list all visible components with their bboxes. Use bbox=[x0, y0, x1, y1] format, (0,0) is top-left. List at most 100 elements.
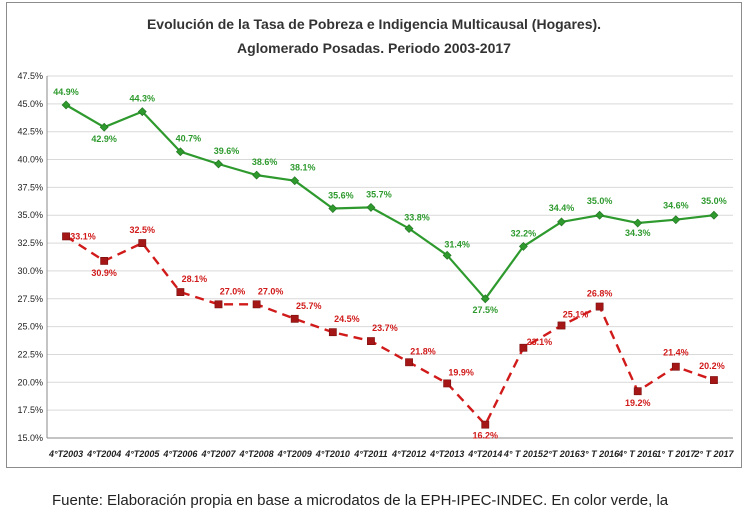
x-tick-label: 2° T 2017 bbox=[693, 449, 734, 459]
data-label-indigencia: 30.9% bbox=[91, 268, 117, 278]
data-label-indigencia: 24.5% bbox=[334, 314, 360, 324]
x-tick-label: 4°T2004 bbox=[86, 449, 121, 459]
data-point-indigencia bbox=[481, 420, 490, 429]
data-label-pobreza: 27.5% bbox=[473, 305, 499, 315]
data-label-indigencia: 21.4% bbox=[663, 348, 689, 358]
data-point-indigencia bbox=[405, 358, 413, 367]
x-tick-label: 4°T2013 bbox=[429, 449, 464, 459]
source-note: Fuente: Elaboración propia en base a mic… bbox=[52, 492, 669, 509]
data-label-indigencia: 32.5% bbox=[130, 225, 156, 235]
data-point-indigencia bbox=[519, 343, 528, 352]
data-point-pobreza bbox=[252, 170, 262, 180]
data-label-pobreza: 32.2% bbox=[511, 228, 537, 238]
data-label-indigencia: 20.2% bbox=[699, 361, 725, 371]
data-label-pobreza: 34.3% bbox=[625, 228, 651, 238]
data-point-pobreza bbox=[404, 224, 414, 234]
x-tick-label: 4°T2007 bbox=[200, 449, 236, 459]
data-point-pobreza bbox=[709, 210, 719, 220]
data-label-pobreza: 34.4% bbox=[549, 203, 575, 213]
data-point-pobreza bbox=[671, 215, 681, 225]
data-label-pobreza: 44.3% bbox=[130, 94, 156, 104]
data-label-pobreza: 34.6% bbox=[663, 201, 689, 211]
data-label-indigencia: 27.0% bbox=[220, 286, 246, 296]
data-point-indigencia bbox=[557, 321, 566, 330]
data-point-pobreza bbox=[290, 176, 300, 186]
data-label-pobreza: 35.0% bbox=[701, 196, 727, 206]
y-tick-label: 40.0% bbox=[17, 155, 43, 165]
y-tick-label: 15.0% bbox=[17, 433, 43, 443]
data-label-indigencia: 21.8% bbox=[410, 346, 436, 356]
data-point-indigencia bbox=[290, 314, 299, 323]
data-point-pobreza bbox=[442, 250, 452, 260]
y-tick-label: 42.5% bbox=[17, 127, 43, 137]
data-label-indigencia: 26.8% bbox=[587, 289, 613, 299]
data-label-pobreza: 38.6% bbox=[252, 157, 278, 167]
data-label-indigencia: 23.7% bbox=[372, 323, 398, 333]
x-tick-label: 4°T2005 bbox=[124, 449, 160, 459]
series-line-indigencia bbox=[65, 235, 715, 426]
x-tick-label: 4° T 2016 bbox=[617, 449, 658, 459]
x-tick-label: 1° T 2017 bbox=[656, 449, 696, 459]
data-point-indigencia bbox=[671, 362, 680, 371]
y-tick-label: 35.0% bbox=[17, 210, 43, 220]
data-point-pobreza bbox=[633, 218, 643, 228]
data-point-pobreza bbox=[480, 294, 490, 304]
y-tick-label: 17.5% bbox=[17, 405, 43, 415]
data-point-indigencia bbox=[328, 328, 337, 337]
x-axis-ticks: 4°T2003 4°T2004 4°T2005 4°T2006 4°T2007 4°T20… bbox=[48, 449, 735, 459]
y-tick-label: 45.0% bbox=[17, 99, 43, 109]
data-label-indigencia: 33.1% bbox=[70, 231, 96, 241]
data-label-indigencia: 25.7% bbox=[296, 301, 322, 311]
data-point-indigencia bbox=[252, 300, 261, 309]
series-layer bbox=[61, 100, 719, 429]
y-tick-label: 25.0% bbox=[17, 322, 43, 332]
data-point-indigencia bbox=[176, 288, 185, 296]
line-chart: Evolución de la Tasa de Pobreza e Indige… bbox=[17, 16, 735, 459]
data-point-pobreza bbox=[328, 204, 338, 213]
data-point-pobreza bbox=[99, 122, 109, 132]
data-label-indigencia: 23.1% bbox=[527, 337, 553, 347]
x-tick-label: 4°T2010 bbox=[315, 449, 350, 459]
chart-frame: Evolución de la Tasa de Pobreza e Indige… bbox=[6, 2, 742, 468]
data-point-indigencia bbox=[367, 337, 375, 345]
x-tick-label: 4°T2009 bbox=[277, 449, 312, 459]
data-label-indigencia: 28.1% bbox=[182, 274, 208, 284]
x-tick-label: 4°T2012 bbox=[391, 449, 426, 459]
data-point-indigencia bbox=[443, 379, 452, 388]
y-tick-label: 20.0% bbox=[17, 377, 43, 387]
data-point-pobreza bbox=[366, 203, 376, 212]
data-label-pobreza: 42.9% bbox=[91, 134, 117, 144]
data-label-pobreza: 44.9% bbox=[53, 87, 79, 97]
data-point-indigencia bbox=[62, 232, 70, 241]
data-label-indigencia: 16.2% bbox=[473, 431, 499, 441]
data-point-indigencia bbox=[138, 239, 147, 247]
chart-subtitle: Aglomerado Posadas. Periodo 2003-2017 bbox=[237, 40, 511, 56]
data-point-pobreza bbox=[557, 217, 566, 227]
x-tick-label: 3° T 2016 bbox=[580, 449, 620, 459]
y-tick-label: 22.5% bbox=[17, 349, 43, 359]
data-point-indigencia bbox=[214, 300, 223, 309]
data-point-pobreza bbox=[518, 241, 528, 251]
data-labels: 44.9% 42.9% 44.3% 40.7% 39.6% 38.6% 38.1% 35.6%… bbox=[53, 87, 726, 441]
data-label-indigencia: 25.1% bbox=[563, 310, 589, 320]
data-point-indigencia bbox=[710, 376, 718, 384]
y-axis-ticks: 15.0% 17.5% 20.0% 22.5% 25.0% 27.5% 30.0% 32.5%… bbox=[17, 71, 43, 443]
data-point-pobreza bbox=[175, 147, 185, 157]
data-label-indigencia: 27.0% bbox=[258, 286, 284, 296]
x-tick-label: 2°T 2016 bbox=[542, 449, 581, 459]
data-point-pobreza bbox=[214, 159, 223, 169]
data-label-pobreza: 31.4% bbox=[444, 239, 470, 249]
data-label-pobreza: 38.1% bbox=[290, 163, 316, 173]
x-tick-label: 4°T2003 bbox=[48, 449, 83, 459]
x-tick-label: 4°T2014 bbox=[467, 449, 502, 459]
data-point-pobreza bbox=[595, 210, 605, 220]
chart-title: Evolución de la Tasa de Pobreza e Indige… bbox=[147, 16, 601, 32]
data-label-pobreza: 35.7% bbox=[366, 189, 392, 199]
y-tick-label: 37.5% bbox=[17, 182, 43, 192]
y-tick-label: 47.5% bbox=[17, 71, 43, 81]
x-tick-label: 4° T 2015 bbox=[503, 449, 544, 459]
data-point-indigencia bbox=[100, 256, 109, 265]
series-line-pobreza bbox=[65, 104, 715, 300]
data-point-pobreza bbox=[137, 107, 147, 117]
data-point-indigencia bbox=[595, 302, 604, 311]
